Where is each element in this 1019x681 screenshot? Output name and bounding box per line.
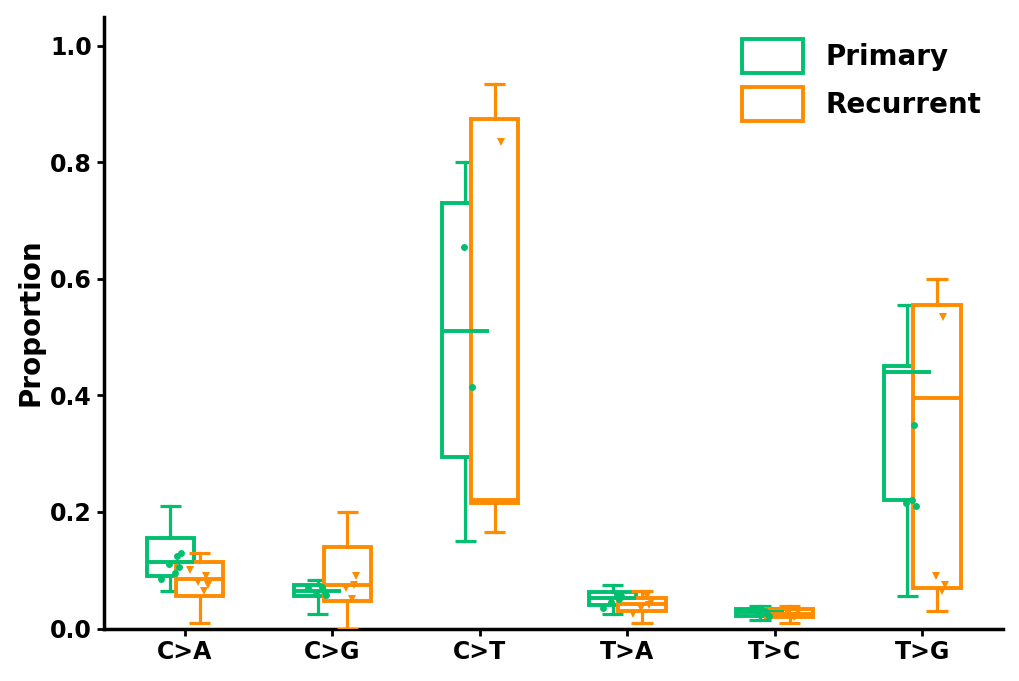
Bar bbox=[176, 562, 223, 597]
Bar bbox=[323, 547, 371, 601]
Bar bbox=[736, 609, 783, 616]
Legend: Primary, Recurrent: Primary, Recurrent bbox=[733, 31, 988, 129]
Bar bbox=[883, 366, 930, 501]
Bar bbox=[588, 592, 636, 605]
Bar bbox=[912, 305, 960, 588]
Bar bbox=[471, 118, 518, 503]
Bar bbox=[765, 609, 812, 617]
Bar bbox=[441, 203, 488, 457]
Bar bbox=[147, 538, 194, 576]
Bar bbox=[618, 598, 665, 611]
Y-axis label: Proportion: Proportion bbox=[16, 239, 45, 407]
Bar bbox=[293, 585, 341, 597]
